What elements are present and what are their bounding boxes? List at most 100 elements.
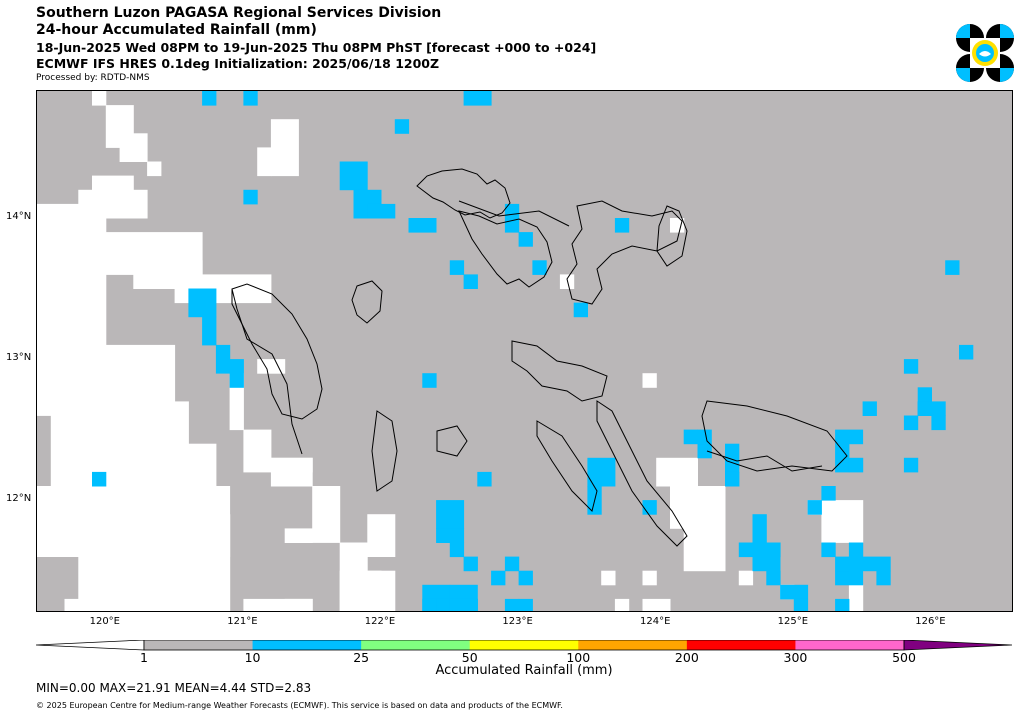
grid-cell: [367, 514, 396, 557]
grid-cell: [215, 344, 231, 374]
grid-cell: [257, 359, 286, 374]
grid-cell: [92, 471, 107, 487]
colorbar-level-label: 200: [674, 650, 699, 665]
lon-tick-label: 124°E: [640, 616, 671, 627]
grid-cell: [202, 316, 217, 346]
grid-cell: [119, 133, 148, 162]
grid-cell: [64, 598, 107, 611]
admin-boundaries: [231, 200, 823, 472]
grid-cell: [959, 344, 974, 360]
colorbar-segment: [686, 640, 796, 650]
grid-cell: [50, 401, 189, 501]
grid-cell: [614, 598, 630, 611]
colorbar-segment: [578, 640, 688, 650]
colorbar-level-label: 100: [566, 650, 591, 665]
grid-cell: [848, 556, 891, 572]
grid-cell: [835, 570, 864, 586]
colorbar-level-label: 25: [353, 650, 370, 665]
grid-cell: [463, 274, 478, 289]
grid-cell: [105, 570, 189, 611]
grid-cell: [835, 443, 850, 473]
colorbar-border: [143, 640, 905, 651]
grid-cell: [339, 570, 382, 611]
lon-tick-label: 125°E: [777, 616, 809, 627]
colorbar-level-label: 300: [783, 650, 808, 665]
grid-cell: [92, 91, 107, 106]
lat-tick-label: 13°N: [6, 352, 32, 364]
grid-cell: [848, 584, 864, 611]
grid-cell: [243, 189, 258, 205]
grid-cell: [903, 359, 919, 374]
grid-cell: [463, 91, 492, 106]
grid-cell: [670, 218, 685, 233]
grid-cell: [284, 528, 313, 543]
grid-cell: [449, 584, 478, 600]
colorbar-level-label: 500: [892, 650, 916, 665]
rain-10-25mm-cells: [92, 91, 974, 611]
lat-tick-label: 14°N: [6, 210, 32, 222]
grid-cell: [725, 471, 740, 487]
grid-cell: [518, 598, 533, 611]
grid-cell: [270, 457, 313, 487]
lon-tick-label: 120°E: [89, 616, 120, 627]
colorbar-level-label: 10: [244, 650, 261, 665]
grid-cell: [683, 429, 698, 445]
grid-cell: [270, 119, 299, 177]
grid-cell: [532, 260, 547, 275]
grid-cell: [642, 373, 657, 388]
copyright-notice: © 2025 European Centre for Medium-range …: [36, 701, 563, 710]
grid-cell: [518, 570, 533, 586]
grid-cell: [367, 203, 396, 219]
grid-cell: [876, 570, 891, 586]
grid-cell: [917, 401, 932, 416]
grid-cell: [436, 528, 465, 543]
grid-cell: [587, 457, 616, 487]
grid-cell: [821, 500, 864, 543]
grid-cell: [780, 584, 809, 600]
statistics-line: MIN=0.00 MAX=21.91 MEAN=4.44 STD=2.83: [36, 681, 312, 695]
grid-cell: [903, 457, 919, 473]
grid-cell: [408, 218, 437, 233]
grid-cell: [821, 542, 836, 558]
grid-cell: [422, 373, 437, 388]
grid-cell: [518, 232, 533, 247]
colorbar-segment: [469, 640, 579, 650]
grid-cell: [642, 598, 671, 611]
grid-cell: [697, 429, 712, 445]
grid-cell: [835, 429, 864, 445]
lon-tick-label: 121°E: [227, 616, 258, 627]
grid-cell: [436, 500, 465, 529]
grid-cell: [449, 542, 465, 558]
grid-cell: [766, 570, 781, 586]
colorbar-level-label: 1: [140, 650, 148, 665]
grid-cell: [848, 457, 864, 473]
coastlines: [231, 168, 848, 547]
lon-tick-label: 126°E: [915, 616, 946, 627]
grid-cell: [257, 147, 272, 177]
grid-cell: [243, 598, 313, 611]
grid-cell: [945, 260, 960, 275]
grid-cell: [422, 598, 437, 611]
grid-cell: [931, 415, 946, 431]
processed-by: Processed by: RDTD-NMS: [36, 73, 150, 83]
grid-cell: [725, 443, 740, 473]
grid-cell: [449, 260, 465, 275]
colorbar-segment: [795, 640, 905, 650]
grid-cell: [752, 556, 781, 572]
grid-cell: [202, 91, 217, 106]
grid-cell: [697, 443, 712, 459]
no-rain-cells: [37, 91, 864, 611]
lon-tick-label: 123°E: [502, 616, 533, 627]
grid-cell: [504, 203, 520, 233]
grid-cell: [738, 542, 781, 558]
grid-cell: [601, 570, 616, 586]
rainfall-map: [36, 90, 1013, 612]
grid-cell: [449, 598, 478, 611]
grid-cell: [229, 359, 244, 388]
grid-cell: [642, 500, 657, 515]
grid-cell: [642, 570, 657, 586]
grid-cell: [683, 528, 726, 572]
grid-cell: [477, 471, 492, 487]
title-valid-period: 18-Jun-2025 Wed 08PM to 19-Jun-2025 Thu …: [36, 40, 597, 55]
grid-cell: [821, 486, 836, 501]
